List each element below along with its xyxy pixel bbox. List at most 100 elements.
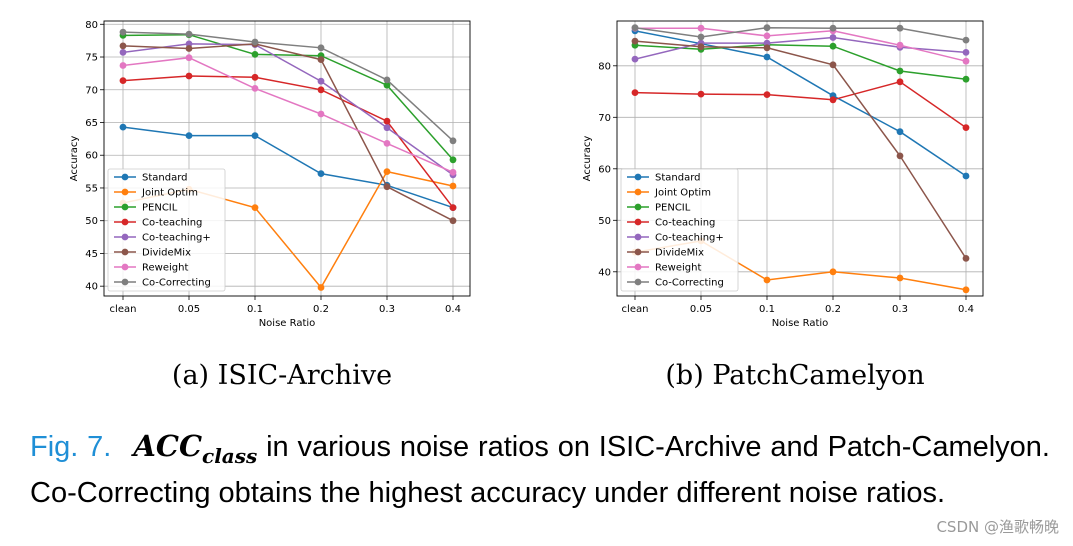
data-point bbox=[119, 28, 127, 36]
data-point bbox=[317, 170, 325, 178]
data-point bbox=[251, 132, 259, 140]
data-point bbox=[829, 96, 837, 104]
y-tick-label: 45 bbox=[85, 249, 98, 260]
data-point bbox=[251, 85, 259, 92]
data-point bbox=[449, 137, 457, 145]
metric-symbol: ACCclass bbox=[133, 429, 257, 468]
y-tick-label: 70 bbox=[598, 113, 611, 124]
legend-marker bbox=[634, 188, 642, 196]
x-tick-label: 0.05 bbox=[178, 304, 200, 315]
x-tick-label: 0.3 bbox=[379, 304, 395, 315]
series-line-co-correcting bbox=[122, 31, 454, 142]
y-tick-label: 70 bbox=[85, 85, 98, 96]
data-point bbox=[631, 24, 639, 32]
legend-label: Standard bbox=[655, 173, 701, 184]
legend-marker bbox=[121, 218, 129, 226]
chart-panel-patchcamelyon: 40 50 60 70 80 clean 0.05 0.1 0.2 0.3 0.4 Noise Rat… bbox=[582, 20, 984, 329]
data-point bbox=[119, 77, 127, 84]
legend: Standard Joint Optim PENCIL Co-teaching Co-t… bbox=[620, 168, 739, 292]
legend-marker bbox=[121, 173, 129, 181]
axes-frame bbox=[103, 20, 471, 297]
data-point bbox=[763, 39, 771, 47]
y-tick-label: 60 bbox=[85, 151, 98, 162]
y-tick-label: 80 bbox=[598, 61, 611, 72]
x-tick-label: 0.05 bbox=[690, 304, 712, 315]
data-point bbox=[185, 72, 193, 80]
data-point bbox=[962, 286, 970, 294]
legend-label: PENCIL bbox=[142, 203, 178, 214]
data-point bbox=[896, 128, 904, 136]
y-tick-label: 40 bbox=[598, 267, 611, 278]
legend-marker bbox=[121, 233, 129, 241]
data-point bbox=[896, 274, 904, 282]
data-point bbox=[185, 45, 193, 52]
data-point bbox=[119, 62, 127, 69]
series-line-standard bbox=[122, 126, 454, 209]
data-point bbox=[449, 217, 457, 225]
x-tick-label: clean bbox=[622, 304, 649, 315]
data-point bbox=[962, 172, 970, 180]
data-point bbox=[763, 53, 771, 61]
series-line-co-teaching- bbox=[122, 43, 454, 176]
data-point bbox=[317, 86, 325, 94]
axes-frame bbox=[616, 20, 984, 297]
data-point bbox=[631, 37, 639, 45]
data-point bbox=[251, 204, 259, 212]
data-point bbox=[251, 73, 259, 81]
series-line-dividemix bbox=[122, 43, 454, 222]
x-tick-label: 0.3 bbox=[892, 304, 908, 315]
data-point bbox=[185, 54, 193, 62]
data-point bbox=[317, 44, 325, 52]
legend-label: Co-teaching bbox=[655, 218, 715, 229]
data-point bbox=[383, 76, 391, 84]
data-point bbox=[829, 24, 837, 32]
data-point bbox=[763, 32, 771, 40]
legend-label: Co-Correcting bbox=[142, 278, 211, 289]
data-point bbox=[251, 38, 259, 46]
legend-marker bbox=[634, 248, 642, 256]
figure-caption: Fig. 7. ACCclass in various noise ratios … bbox=[30, 428, 1050, 512]
series-line-dividemix bbox=[634, 40, 967, 259]
data-point bbox=[829, 42, 837, 50]
legend-label: Joint Optim bbox=[654, 188, 711, 199]
legend: Standard Joint Optim PENCIL Co-teaching Co-t… bbox=[107, 168, 226, 292]
x-tick-label: 0.4 bbox=[445, 304, 461, 315]
legend-marker bbox=[634, 173, 642, 181]
subcaption-patchcamelyon: (b) PatchCamelyon bbox=[665, 360, 924, 391]
data-point bbox=[697, 24, 705, 32]
legend-label: Co-teaching+ bbox=[655, 233, 724, 244]
data-point bbox=[317, 284, 325, 291]
legend-marker bbox=[634, 233, 642, 241]
y-axis-label: Accuracy bbox=[69, 136, 80, 182]
y-tick-label: 50 bbox=[598, 216, 611, 227]
figure-label: Fig. 7. bbox=[30, 431, 112, 463]
data-point bbox=[185, 132, 193, 140]
series-line-pencil bbox=[634, 43, 967, 80]
data-point bbox=[317, 110, 325, 118]
legend-label: Reweight bbox=[655, 263, 701, 274]
data-point bbox=[763, 24, 771, 32]
watermark: CSDN @渔歌畅晚 bbox=[936, 518, 1059, 536]
data-point bbox=[185, 30, 193, 38]
legend-marker bbox=[121, 188, 129, 196]
data-point bbox=[896, 24, 904, 32]
y-tick-label: 80 bbox=[85, 20, 98, 31]
data-point bbox=[763, 91, 771, 98]
data-point bbox=[119, 123, 127, 131]
x-tick-label: 0.2 bbox=[313, 304, 329, 315]
legend-marker bbox=[634, 278, 642, 286]
y-tick-label: 55 bbox=[85, 183, 98, 194]
x-tick-label: 0.1 bbox=[247, 304, 263, 315]
legend-marker bbox=[121, 278, 129, 286]
data-point bbox=[119, 49, 127, 56]
data-point bbox=[962, 124, 970, 131]
metric-main: ACC bbox=[133, 429, 203, 463]
data-point bbox=[896, 152, 904, 160]
data-point bbox=[449, 156, 457, 164]
legend-label: Co-Correcting bbox=[655, 278, 724, 289]
series-line-reweight bbox=[122, 56, 454, 173]
data-point bbox=[631, 55, 639, 63]
data-point bbox=[829, 61, 837, 69]
series-line-co-teaching bbox=[634, 80, 967, 129]
legend-label: DivideMix bbox=[655, 248, 704, 259]
